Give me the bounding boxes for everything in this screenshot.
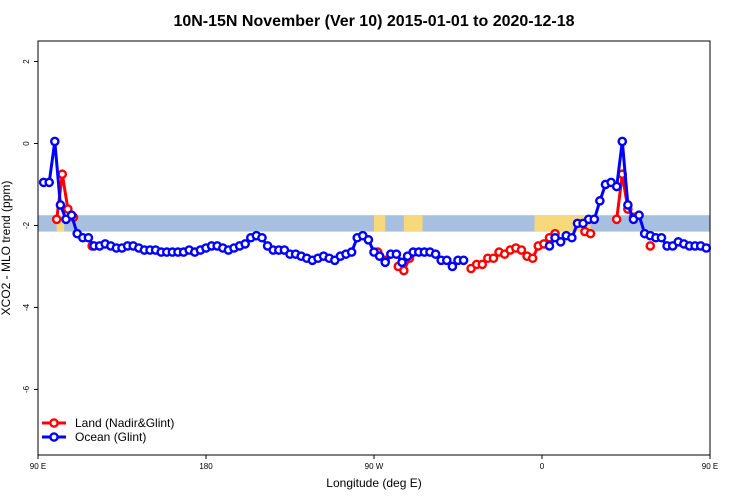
x-tick-label: 90 W xyxy=(365,462,384,471)
x-tick-label: 180 xyxy=(199,462,213,471)
data-point xyxy=(430,249,441,259)
data-point xyxy=(611,181,622,192)
data-point xyxy=(701,243,712,253)
data-point xyxy=(595,196,605,206)
series-ocean xyxy=(38,136,712,272)
data-point xyxy=(44,177,55,188)
land-segment xyxy=(56,215,65,232)
land-segment xyxy=(374,215,386,232)
x-axis: 90 E 180 90 W 0 90 E xyxy=(30,455,718,471)
data-point xyxy=(544,241,555,251)
data-point xyxy=(447,261,458,272)
legend-item: Land (Nadir&Glint) xyxy=(42,416,174,430)
data-point xyxy=(488,253,499,264)
chart-title: 10N-15N November (Ver 10) 2015-01-01 to … xyxy=(173,13,574,30)
y-axis: 2 0 -2 -4 -6 xyxy=(22,59,38,393)
series-line xyxy=(548,139,707,250)
data-point xyxy=(623,200,633,210)
x-tick-label: 0 xyxy=(540,462,545,471)
data-point xyxy=(391,249,402,259)
data-point xyxy=(645,241,656,251)
land-segment xyxy=(403,215,423,232)
land-ocean-mask xyxy=(38,215,710,232)
data-point xyxy=(555,237,566,247)
legend-label: Land (Nadir&Glint) xyxy=(75,416,174,430)
data-point xyxy=(363,235,374,245)
data-point xyxy=(57,169,68,180)
data-point xyxy=(257,232,267,243)
data-point xyxy=(516,245,527,255)
legend-label: Ocean (Glint) xyxy=(75,430,146,444)
data-point xyxy=(50,136,60,147)
y-axis-label: XCO2 - MLO trend (ppm) xyxy=(0,181,13,316)
data-point xyxy=(346,247,357,257)
y-tick-label: -4 xyxy=(22,303,31,311)
data-point xyxy=(567,232,577,243)
data-point xyxy=(55,200,66,210)
data-point xyxy=(380,257,391,268)
data-point xyxy=(240,239,250,249)
legend: Land (Nadir&Glint)Ocean (Glint) xyxy=(42,416,174,444)
data-point xyxy=(397,257,407,268)
data-point xyxy=(441,255,452,266)
data-point xyxy=(585,228,596,239)
data-point xyxy=(527,253,538,264)
data-point xyxy=(589,214,600,225)
data-point xyxy=(617,136,628,147)
data-point xyxy=(66,210,77,221)
y-tick-label: 2 xyxy=(22,59,31,64)
data-point xyxy=(51,214,62,225)
series-layer xyxy=(38,136,712,276)
x-tick-label: 90 E xyxy=(702,462,718,471)
data-point xyxy=(477,259,488,270)
legend-item: Ocean (Glint) xyxy=(42,430,146,444)
x-axis-label: Longitude (deg E) xyxy=(326,476,421,490)
data-point xyxy=(399,265,409,276)
y-tick-label: -6 xyxy=(22,385,31,393)
data-point xyxy=(611,214,622,225)
legend-swatch-marker xyxy=(49,418,59,428)
data-point xyxy=(374,251,385,261)
y-tick-label: 0 xyxy=(22,141,31,146)
data-point xyxy=(634,210,644,221)
data-point xyxy=(656,232,667,243)
y-tick-label: -2 xyxy=(22,221,31,229)
x-tick-label: 90 E xyxy=(30,462,46,471)
legend-swatch-marker xyxy=(49,432,59,442)
data-point xyxy=(458,255,469,266)
data-point xyxy=(83,232,94,243)
